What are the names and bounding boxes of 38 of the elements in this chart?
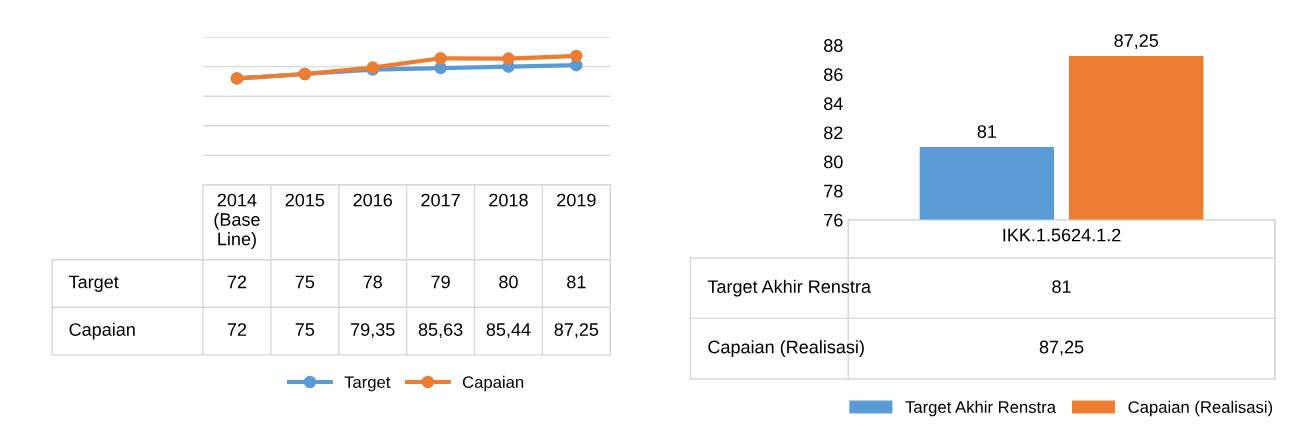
x-tick-label: 2017 xyxy=(421,193,460,207)
x-tick-label: IKK.1.5624.1.2 xyxy=(1003,228,1121,242)
y-tick-label: 78 xyxy=(824,184,843,198)
y-tick-label: 88 xyxy=(824,39,843,52)
y-tick-label: 80 xyxy=(824,155,843,169)
legend-label: Capaian (Realisasi) xyxy=(1128,400,1273,417)
data-label: 75 xyxy=(295,275,315,289)
text: Capaian (Realisasi) xyxy=(708,340,864,357)
data-label: 80 xyxy=(499,275,518,289)
y-tick-label: 84 xyxy=(824,97,843,111)
text: Target Akhir Renstra xyxy=(707,279,871,297)
data-label: 79,35 xyxy=(351,323,395,339)
data-label: 72 xyxy=(227,275,247,289)
legend-label: Target Akhir Renstra xyxy=(905,400,1056,417)
x-tick-label: 2014 (Base Line) xyxy=(214,193,260,249)
data-label: 78 xyxy=(363,275,382,289)
y-tick-label: 86 xyxy=(824,68,843,81)
data-label: 87,25 xyxy=(1114,34,1159,50)
y-tick-label: 82 xyxy=(824,126,843,140)
text: Target xyxy=(69,275,119,292)
data-label: 81 xyxy=(567,275,586,289)
x-tick-label: 2018 xyxy=(489,193,528,207)
text: 87,25 xyxy=(1039,340,1084,356)
y-tick-label: 76 xyxy=(824,213,843,227)
text: 81 xyxy=(1052,280,1071,294)
data-label: 85,44 xyxy=(486,323,531,339)
data-label: 87,25 xyxy=(554,323,599,339)
data-label: 72 xyxy=(227,323,247,336)
legend-label: Target xyxy=(344,376,391,392)
text: Capaian xyxy=(69,322,135,340)
x-tick-label: 2019 xyxy=(557,193,596,207)
data-label: 75 xyxy=(295,323,315,336)
x-tick-label: 2015 xyxy=(285,193,325,207)
legend-label: Capaian xyxy=(462,375,524,392)
data-label: 81 xyxy=(977,125,997,138)
x-tick-label: 2016 xyxy=(353,193,392,207)
data-label: 85,63 xyxy=(418,323,463,339)
data-label: 79 xyxy=(431,275,450,289)
